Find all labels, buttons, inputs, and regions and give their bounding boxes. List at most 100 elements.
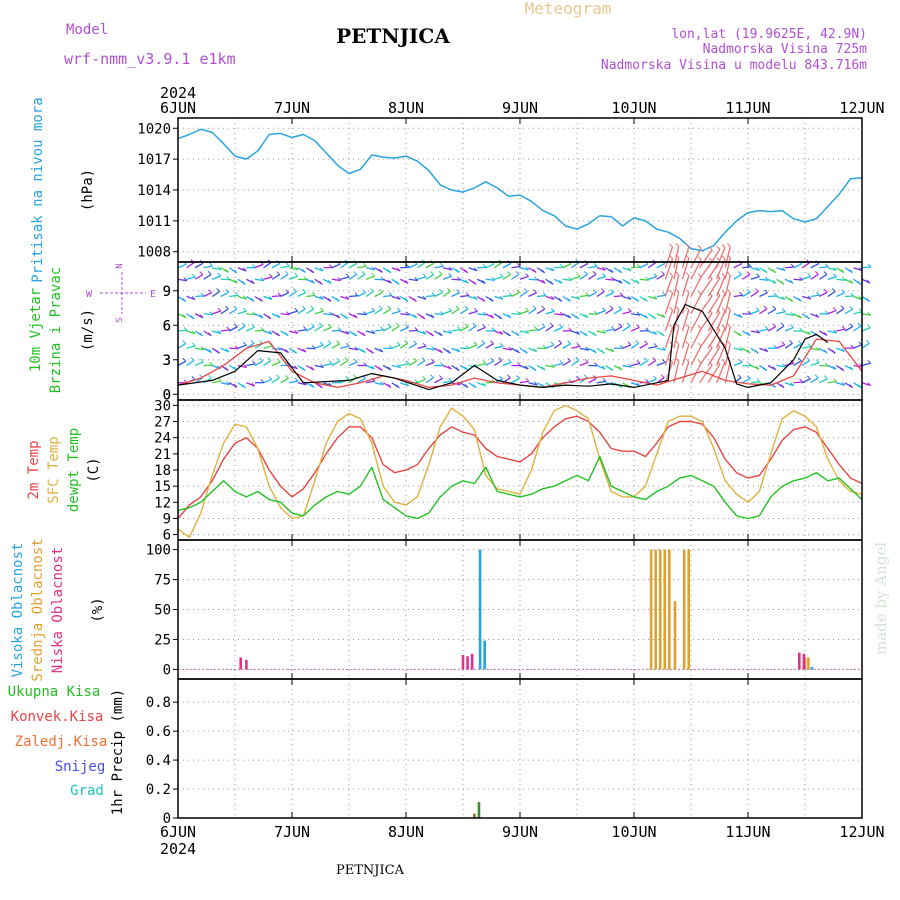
- wind-barb: [404, 280, 409, 284]
- wind-barb: [554, 313, 564, 316]
- wind-barb: [519, 364, 529, 370]
- wind-barb: [225, 348, 230, 353]
- wind-barb: [576, 273, 581, 278]
- x-tick-label-bottom: 6JUN: [160, 823, 196, 841]
- wind-barb: [254, 263, 264, 269]
- wind-barb: [413, 340, 417, 345]
- wind-barb: [550, 295, 555, 300]
- wind-barb: [661, 271, 665, 275]
- wind-barb: [400, 313, 410, 316]
- wind-barb: [807, 295, 812, 300]
- wind-barb: [798, 314, 802, 319]
- wind-barb: [237, 267, 247, 272]
- wind-barb: [739, 291, 744, 296]
- wind-barb: [473, 267, 478, 272]
- wind-barb: [532, 269, 537, 273]
- wind-barb: [502, 361, 512, 367]
- wind-barb: [545, 325, 554, 332]
- wind-barb: [357, 273, 366, 280]
- pressure-axis-label: Pritisak na nivou mora: [30, 97, 46, 282]
- wind-barb: [380, 381, 384, 386]
- wind-barb: [776, 267, 786, 272]
- wind-barb: [648, 330, 657, 335]
- wind-barb: [414, 277, 419, 281]
- wind-barb: [268, 295, 273, 300]
- wind-barb: [622, 344, 632, 349]
- wind-barb: [472, 384, 477, 389]
- wind-barb: [626, 322, 631, 327]
- wind-barb: [645, 276, 650, 281]
- wind-barb: [301, 305, 306, 310]
- wind-barb: [297, 329, 307, 332]
- wind-barb: [755, 365, 760, 370]
- wind-barb: [656, 313, 666, 319]
- cloud-low-label: Niska Oblacnost: [50, 547, 66, 673]
- wind-barb: [182, 357, 187, 362]
- wind-barb: [772, 366, 777, 371]
- wind-barb: [391, 364, 401, 368]
- cloud-bar-1: [687, 549, 691, 670]
- wind-barb: [724, 274, 731, 297]
- wind-barb: [430, 271, 434, 275]
- wind-barb: [494, 330, 504, 335]
- wind-barb: [645, 378, 650, 383]
- wind-barb: [652, 315, 657, 320]
- wind-barb: [477, 313, 487, 316]
- wind-barb: [490, 297, 494, 302]
- wind-barb: [567, 297, 571, 302]
- wind-barb: [340, 330, 350, 335]
- wind-barb: [260, 326, 265, 331]
- wind-barb: [194, 274, 204, 280]
- wind-barb: [853, 325, 862, 332]
- wind-barb: [816, 291, 820, 296]
- wind-barb: [271, 274, 281, 280]
- y-tick-label-precip: 0.6: [146, 724, 171, 740]
- wind-barb: [605, 292, 614, 298]
- wind-barb: [866, 339, 870, 344]
- wind-barb: [747, 263, 752, 267]
- wind-barb: [199, 314, 204, 319]
- wind-barb: [716, 293, 726, 314]
- wind-barb: [405, 323, 409, 328]
- wind-barb: [685, 323, 690, 328]
- wind-barb: [567, 340, 571, 345]
- wind-barb: [727, 243, 731, 247]
- wind-barb: [685, 272, 690, 276]
- x-tick-label-top: 9JUN: [502, 99, 538, 117]
- wind-barb: [584, 358, 589, 363]
- wind-barb: [259, 357, 264, 362]
- wind-barb: [707, 294, 721, 315]
- cloud-bar-2: [798, 652, 801, 670]
- wind-barb: [866, 279, 871, 284]
- wind-barb: [836, 278, 846, 282]
- wind-y-tick-label: 3: [163, 353, 171, 369]
- wind-barb: [793, 343, 802, 349]
- wind-barb: [344, 315, 349, 320]
- wind-barb: [541, 366, 546, 371]
- wind-barb: [234, 291, 239, 296]
- wind-barb: [756, 266, 760, 271]
- wind-barb: [191, 376, 196, 380]
- wind-barb: [177, 343, 187, 349]
- year-top: 2024: [160, 84, 196, 102]
- cloud-bar-1: [658, 549, 662, 670]
- wind-barb: [727, 271, 731, 276]
- wind-barb: [378, 367, 383, 371]
- wind-barb: [182, 340, 187, 344]
- wind-barb: [784, 266, 795, 269]
- wind-barb: [414, 379, 419, 383]
- wind-barb: [263, 276, 273, 280]
- wind-barb: [716, 275, 726, 297]
- wind-barb: [571, 345, 581, 349]
- wind-barb: [841, 381, 846, 386]
- y-tick-label-temperature: 15: [154, 479, 171, 495]
- wind-barb: [276, 332, 280, 337]
- cloud-bar-0: [478, 549, 482, 670]
- wind-barb: [793, 278, 803, 281]
- y-tick-label-pressure: 1011: [137, 214, 171, 230]
- wind-barb: [675, 323, 680, 328]
- wind-barb: [664, 309, 674, 332]
- wind-barb: [636, 311, 641, 316]
- wind-barb: [690, 311, 702, 332]
- wind-barb: [613, 295, 624, 298]
